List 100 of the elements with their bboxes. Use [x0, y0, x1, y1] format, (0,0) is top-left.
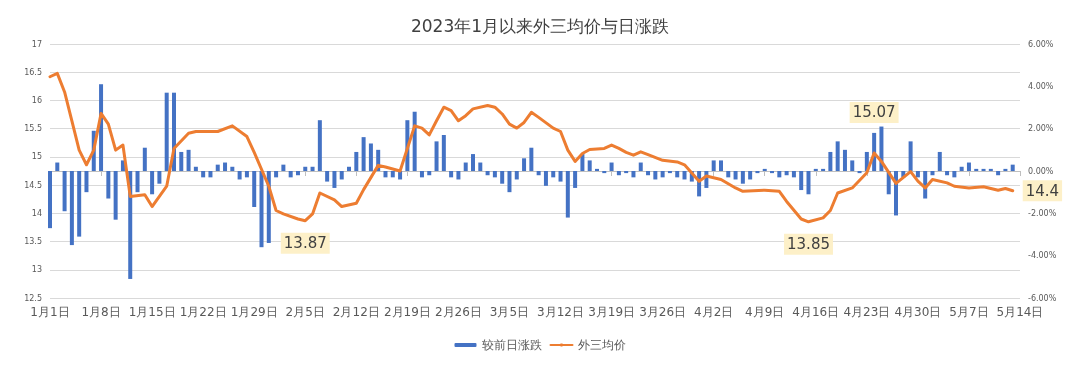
bar: [485, 171, 490, 176]
bar: [193, 166, 198, 171]
bar: [821, 168, 826, 171]
bar: [252, 171, 257, 207]
bar: [274, 171, 279, 178]
bar: [543, 171, 548, 186]
bar: [179, 151, 184, 171]
bar: [587, 160, 592, 171]
bar: [850, 160, 855, 171]
bar: [653, 171, 658, 180]
x-tick-label: 2月26日: [434, 305, 482, 319]
bar: [500, 171, 505, 184]
bar: [966, 162, 971, 171]
bar: [463, 162, 468, 171]
x-tick-label: 4月16日: [792, 305, 840, 319]
x-tick-label: 1月8日: [81, 305, 121, 319]
bar: [726, 171, 731, 178]
bar: [799, 171, 804, 191]
bar: [675, 171, 680, 178]
x-tick-label: 3月12日: [537, 305, 584, 319]
data-label: 13.85: [787, 235, 830, 254]
bar: [602, 171, 607, 174]
bar: [842, 149, 847, 171]
bar: [150, 171, 155, 195]
bar: [332, 171, 337, 188]
bar: [303, 166, 308, 171]
bar: [828, 151, 833, 171]
bar: [288, 171, 293, 178]
x-tick-label: 3月5日: [489, 305, 530, 319]
y-tick-label: 15: [31, 152, 42, 162]
bar: [310, 166, 315, 171]
bar: [718, 160, 723, 171]
bar: [281, 164, 286, 171]
x-tick-label: 1月15日: [128, 305, 176, 319]
bar: [84, 171, 89, 193]
bar: [529, 147, 534, 171]
bar: [48, 171, 52, 229]
y-tick-label: 16.5: [24, 67, 42, 77]
x-tick-label: 2月19日: [383, 305, 431, 319]
x-tick-label: 2月12日: [332, 305, 380, 319]
y2-tick-label: 4.00%: [1028, 81, 1054, 91]
bar: [354, 151, 359, 171]
bar: [631, 171, 636, 178]
bar: [638, 162, 643, 171]
bar: [157, 171, 162, 184]
bar: [609, 162, 614, 171]
chart-title: 2023年1月以来外三均价与日涨跌: [410, 15, 670, 36]
bar: [427, 171, 432, 176]
bar: [762, 168, 767, 171]
bar: [361, 137, 366, 171]
bar: [230, 166, 235, 171]
bar: [441, 135, 446, 171]
y2-tick-label: 0.00%: [1028, 166, 1054, 176]
bar: [565, 171, 570, 218]
y-tick-label: 17: [31, 39, 42, 49]
bar: [682, 171, 687, 180]
x-tick-label: 2月5日: [285, 305, 325, 319]
bar: [784, 171, 789, 176]
bar: [514, 171, 519, 180]
bar: [959, 166, 964, 171]
bar: [945, 171, 950, 176]
y-tick-label: 14: [31, 208, 42, 218]
bar: [573, 171, 578, 188]
x-tick-label: 4月23日: [843, 305, 891, 319]
bar: [624, 171, 629, 174]
bar: [522, 158, 527, 171]
bar: [368, 143, 373, 171]
bar: [755, 171, 760, 174]
y2-tick-label: 2.00%: [1028, 124, 1054, 134]
bar: [383, 171, 388, 178]
bar: [996, 171, 1001, 176]
bar: [740, 171, 745, 184]
bar: [616, 171, 621, 176]
bar: [186, 149, 191, 171]
bar: [558, 171, 563, 182]
bar: [507, 171, 512, 193]
bar: [492, 171, 497, 178]
bar: [208, 171, 213, 178]
bar: [449, 171, 454, 178]
x-tick-label: 3月19日: [588, 305, 636, 319]
data-label: 14.4: [1025, 181, 1060, 200]
bar: [974, 168, 979, 171]
bar: [113, 171, 118, 220]
bar: [835, 141, 840, 171]
y-tick-label: 13.5: [24, 237, 42, 247]
bar: [777, 171, 782, 178]
legend-label: 外三均价: [577, 338, 626, 352]
x-tick-label: 3月26日: [639, 305, 687, 319]
x-tick-label: 4月30日: [894, 305, 942, 319]
bar: [215, 164, 220, 171]
x-tick-label: 5月14日: [996, 305, 1044, 319]
bar: [135, 171, 140, 193]
y-tick-label: 12.5: [24, 293, 42, 303]
bar: [478, 162, 483, 171]
bar: [55, 162, 60, 171]
bar: [339, 171, 344, 180]
bar: [930, 171, 935, 176]
line-series: [48, 71, 1015, 224]
bar: [733, 171, 738, 180]
x-tick-label: 1月29日: [230, 305, 278, 319]
